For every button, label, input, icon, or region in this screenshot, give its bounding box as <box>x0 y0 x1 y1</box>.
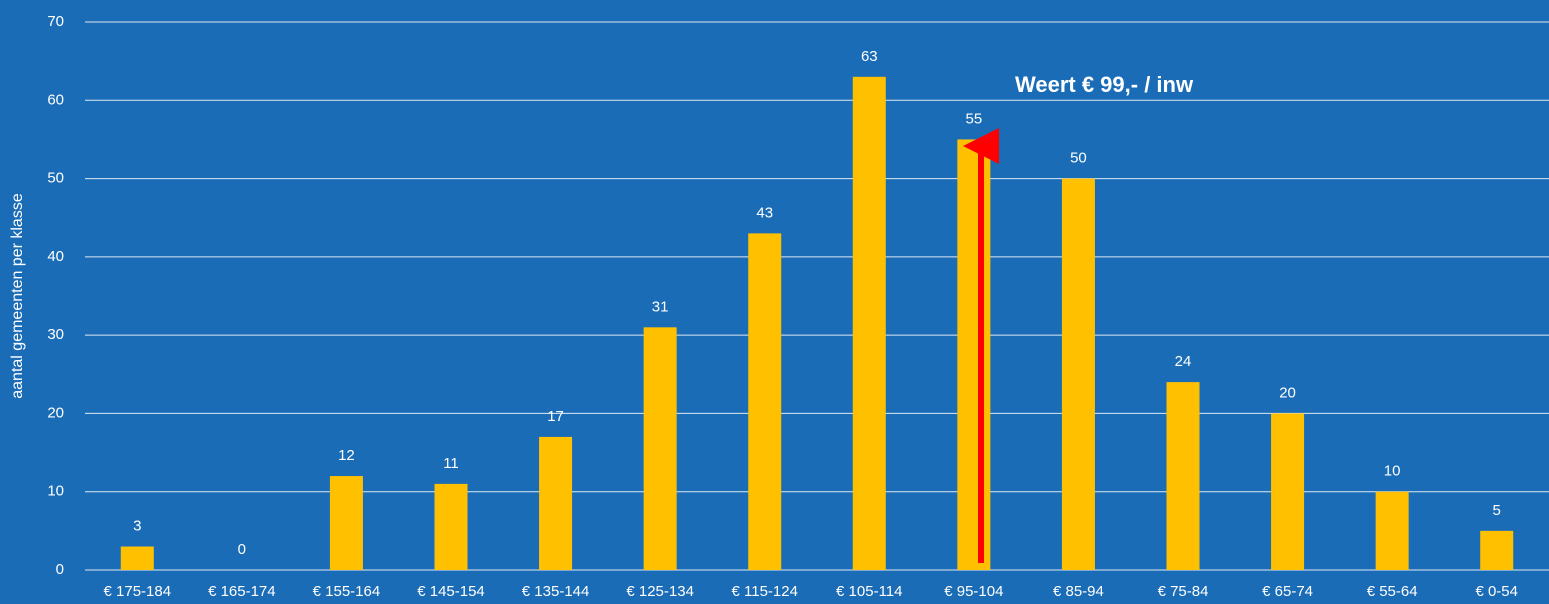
x-tick-label: € 115-124 <box>731 583 797 600</box>
data-label: 20 <box>1279 384 1296 401</box>
data-label: 0 <box>238 541 246 558</box>
bar <box>852 76 886 571</box>
y-tick-label: 10 <box>47 483 64 500</box>
data-label: 43 <box>756 204 773 221</box>
x-tick-label: € 125-134 <box>626 583 694 600</box>
x-tick-label: € 65-74 <box>1262 583 1313 600</box>
x-tick-label: € 165-174 <box>208 583 276 600</box>
data-label: 17 <box>547 408 564 425</box>
data-label: 5 <box>1493 502 1501 519</box>
data-label: 31 <box>652 298 669 315</box>
x-tick-label: € 145-154 <box>417 583 485 600</box>
data-label: 12 <box>338 447 355 464</box>
bar <box>1061 178 1095 571</box>
x-tick-label: € 55-64 <box>1367 583 1418 600</box>
bar <box>748 233 782 570</box>
bar <box>1166 382 1200 570</box>
x-tick-label: € 105-114 <box>836 583 902 600</box>
data-label: 11 <box>443 455 459 472</box>
bar <box>1480 530 1514 570</box>
data-label: 3 <box>133 517 141 534</box>
y-axis-label: aantal gemeenten per klasse <box>9 193 26 399</box>
y-tick-label: 0 <box>56 561 64 578</box>
annotation: Weert € 99,- / inw <box>1015 72 1194 97</box>
x-tick-label: € 75-84 <box>1158 583 1209 600</box>
bar <box>329 476 363 570</box>
y-tick-label: 40 <box>47 248 64 265</box>
bar <box>120 546 154 570</box>
x-tick-label: € 85-94 <box>1053 583 1104 600</box>
bar <box>434 483 468 570</box>
x-tick-label: € 0-54 <box>1475 583 1518 600</box>
x-tick-label: € 155-164 <box>313 583 381 600</box>
y-tick-label: 30 <box>47 326 64 343</box>
bar <box>1271 413 1305 570</box>
bar <box>957 139 991 570</box>
y-tick-label: 60 <box>47 91 64 108</box>
x-tick-label: € 135-144 <box>522 583 590 600</box>
bar <box>1375 491 1409 570</box>
y-tick-label: 70 <box>47 13 64 30</box>
y-tick-label: 50 <box>47 170 64 187</box>
data-label: 63 <box>861 48 878 65</box>
bar <box>539 436 573 570</box>
x-tick-label: € 175-184 <box>104 583 172 600</box>
x-tick-label: € 95-104 <box>944 583 1003 600</box>
data-label: 24 <box>1175 353 1192 370</box>
data-label: 10 <box>1384 463 1401 480</box>
data-label: 55 <box>966 110 983 127</box>
y-tick-label: 20 <box>47 404 64 421</box>
bar <box>643 327 677 570</box>
data-label: 50 <box>1070 150 1087 167</box>
